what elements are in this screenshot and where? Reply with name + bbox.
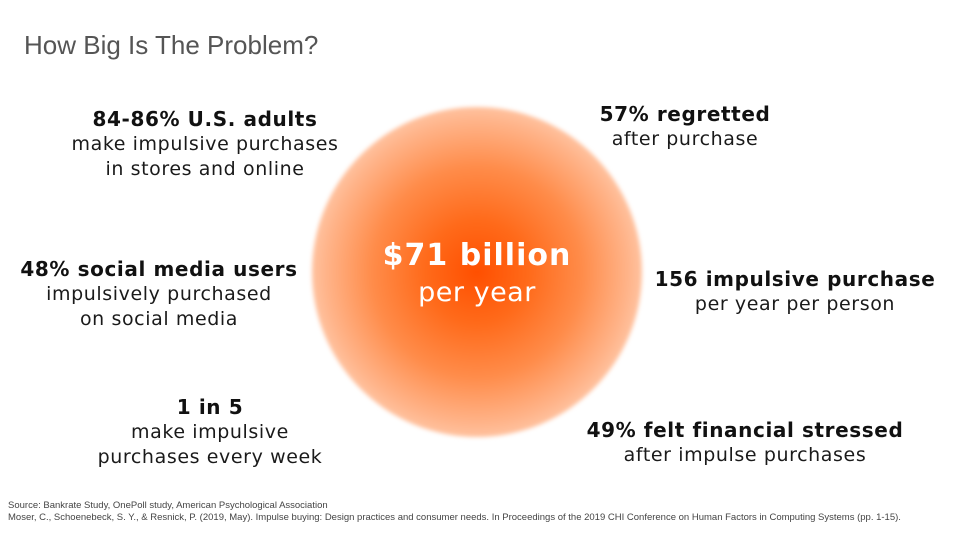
page-title: How Big Is The Problem?: [24, 30, 319, 60]
stat-adults: 84-86% U.S. adults make impulsive purcha…: [40, 106, 370, 182]
stat-line: per year per person: [694, 293, 896, 315]
stat-per-person: 156 impulsive purchase per year per pers…: [640, 266, 950, 317]
stat-regretted: 57% regretted after purchase: [560, 101, 810, 152]
stat-line: impulsively purchased: [46, 283, 272, 305]
stat-line: make impulsive: [131, 421, 289, 443]
center-stat: $71 billion per year: [312, 237, 642, 311]
orange-glow-circle: [312, 107, 642, 437]
center-stat-label: per year: [418, 277, 536, 308]
center-stat-value: $71 billion: [382, 238, 572, 273]
sources: Source: Bankrate Study, OnePoll study, A…: [8, 500, 948, 523]
citation-line: Moser, C., Schoenebeck, S. Y., & Resnick…: [8, 511, 901, 523]
stat-stressed: 49% felt financial stressed after impuls…: [570, 417, 920, 468]
stat-heading: 48% social media users: [20, 257, 298, 281]
stat-heading: 1 in 5: [176, 395, 244, 419]
stat-line: purchases every week: [97, 446, 323, 468]
stat-heading: 57% regretted: [599, 102, 771, 126]
stat-heading: 84-86% U.S. adults: [92, 107, 318, 131]
stat-social: 48% social media users impulsively purch…: [4, 256, 314, 332]
stat-weekly: 1 in 5 make impulsive purchases every we…: [60, 394, 360, 470]
stat-heading: 49% felt financial stressed: [586, 418, 904, 442]
stat-line: after purchase: [611, 128, 759, 150]
stat-line: after impulse purchases: [623, 444, 867, 466]
stat-heading: 156 impulsive purchase: [654, 267, 936, 291]
stat-line: on social media: [79, 308, 239, 330]
source-line: Source: Bankrate Study, OnePoll study, A…: [8, 500, 328, 511]
stat-line: make impulsive purchases: [71, 133, 339, 155]
stat-line: in stores and online: [105, 158, 305, 180]
